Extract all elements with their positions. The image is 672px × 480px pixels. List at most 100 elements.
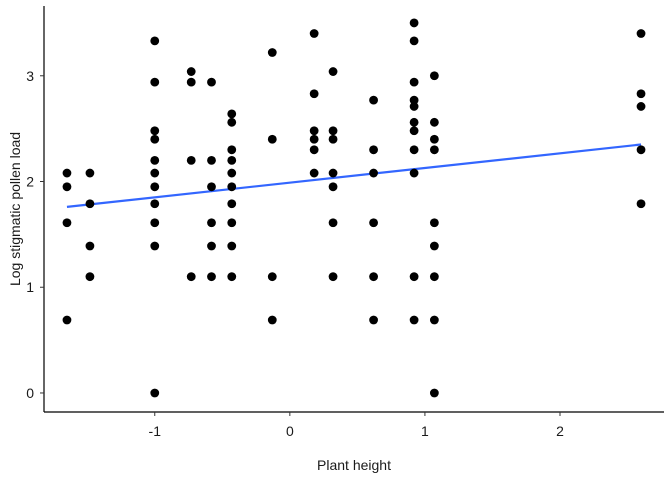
data-point: [409, 77, 419, 87]
data-point: [636, 29, 646, 38]
data-point: [227, 199, 237, 209]
data-point: [328, 67, 338, 76]
data-point: [207, 218, 216, 228]
data-point: [369, 95, 378, 105]
data-point: [409, 272, 419, 282]
data-point: [62, 168, 72, 178]
data-point: [636, 89, 646, 99]
data-point: [150, 36, 160, 46]
data-point: [267, 134, 277, 144]
data-point: [369, 272, 378, 282]
x-axis-title: Plant height: [317, 457, 391, 473]
data-point: [309, 145, 319, 155]
data-point: [636, 199, 646, 209]
y-tick-label: 3: [26, 68, 34, 84]
x-tick-label: 2: [556, 423, 564, 439]
data-point: [227, 168, 237, 178]
points-layer: [62, 18, 646, 398]
data-point: [429, 134, 439, 144]
data-point: [328, 168, 338, 178]
x-tick-label: 1: [421, 423, 429, 439]
data-point: [62, 218, 72, 228]
data-point: [227, 145, 237, 155]
data-point: [369, 145, 378, 155]
data-point: [207, 182, 216, 192]
data-point: [409, 145, 419, 155]
data-point: [309, 29, 319, 38]
data-point: [429, 145, 439, 155]
data-point: [85, 168, 95, 178]
data-point: [150, 182, 160, 192]
data-point: [429, 241, 439, 251]
data-point: [429, 272, 439, 282]
data-point: [429, 388, 439, 398]
x-tick-label: -1: [149, 423, 162, 439]
data-point: [186, 155, 196, 165]
y-tick-label: 2: [26, 174, 34, 190]
data-point: [267, 272, 277, 282]
data-point: [227, 241, 237, 251]
data-point: [150, 199, 160, 209]
data-point: [186, 67, 196, 76]
data-point: [328, 126, 338, 136]
data-point: [150, 126, 160, 136]
data-point: [85, 199, 95, 209]
data-point: [207, 241, 216, 251]
data-point: [429, 71, 439, 81]
data-point: [85, 272, 95, 282]
data-point: [62, 182, 72, 192]
y-axis-ticks: 0 1 2 3: [26, 68, 44, 401]
x-tick-label: 0: [286, 423, 294, 439]
data-point: [409, 126, 419, 136]
data-point: [328, 272, 338, 282]
data-point: [309, 126, 319, 136]
data-point: [267, 315, 277, 325]
data-point: [409, 315, 419, 325]
data-point: [369, 168, 378, 178]
y-tick-label: 1: [26, 279, 34, 295]
data-point: [409, 36, 419, 46]
data-point: [429, 315, 439, 325]
data-point: [409, 168, 419, 178]
data-point: [429, 117, 439, 127]
data-point: [636, 145, 646, 155]
data-point: [207, 155, 216, 165]
data-point: [227, 182, 237, 192]
data-point: [150, 241, 160, 251]
data-point: [369, 315, 378, 325]
data-point: [227, 155, 237, 165]
data-point: [227, 218, 237, 228]
data-point: [85, 241, 95, 251]
data-point: [409, 102, 419, 111]
data-point: [227, 117, 237, 127]
data-point: [186, 272, 196, 282]
y-axis-title: Log stigmatic pollen load: [7, 132, 23, 286]
data-point: [328, 182, 338, 192]
y-tick-label: 0: [26, 385, 34, 401]
data-point: [227, 272, 237, 282]
data-point: [636, 102, 646, 111]
data-point: [267, 48, 277, 57]
data-point: [186, 77, 196, 87]
data-point: [150, 134, 160, 144]
data-point: [309, 134, 319, 144]
trend-line: [66, 143, 642, 208]
data-point: [409, 18, 419, 28]
data-point: [328, 218, 338, 228]
data-point: [150, 168, 160, 178]
data-point: [328, 134, 338, 144]
data-point: [309, 168, 319, 178]
data-point: [150, 77, 160, 87]
x-axis-ticks: -1 0 1 2: [149, 412, 564, 439]
data-point: [227, 109, 237, 119]
data-point: [429, 218, 439, 228]
data-point: [309, 89, 319, 99]
data-point: [150, 218, 160, 228]
data-point: [207, 77, 216, 87]
data-point: [409, 95, 419, 105]
data-point: [207, 272, 216, 282]
data-point: [150, 388, 160, 398]
data-point: [62, 315, 72, 325]
data-point: [369, 218, 378, 228]
